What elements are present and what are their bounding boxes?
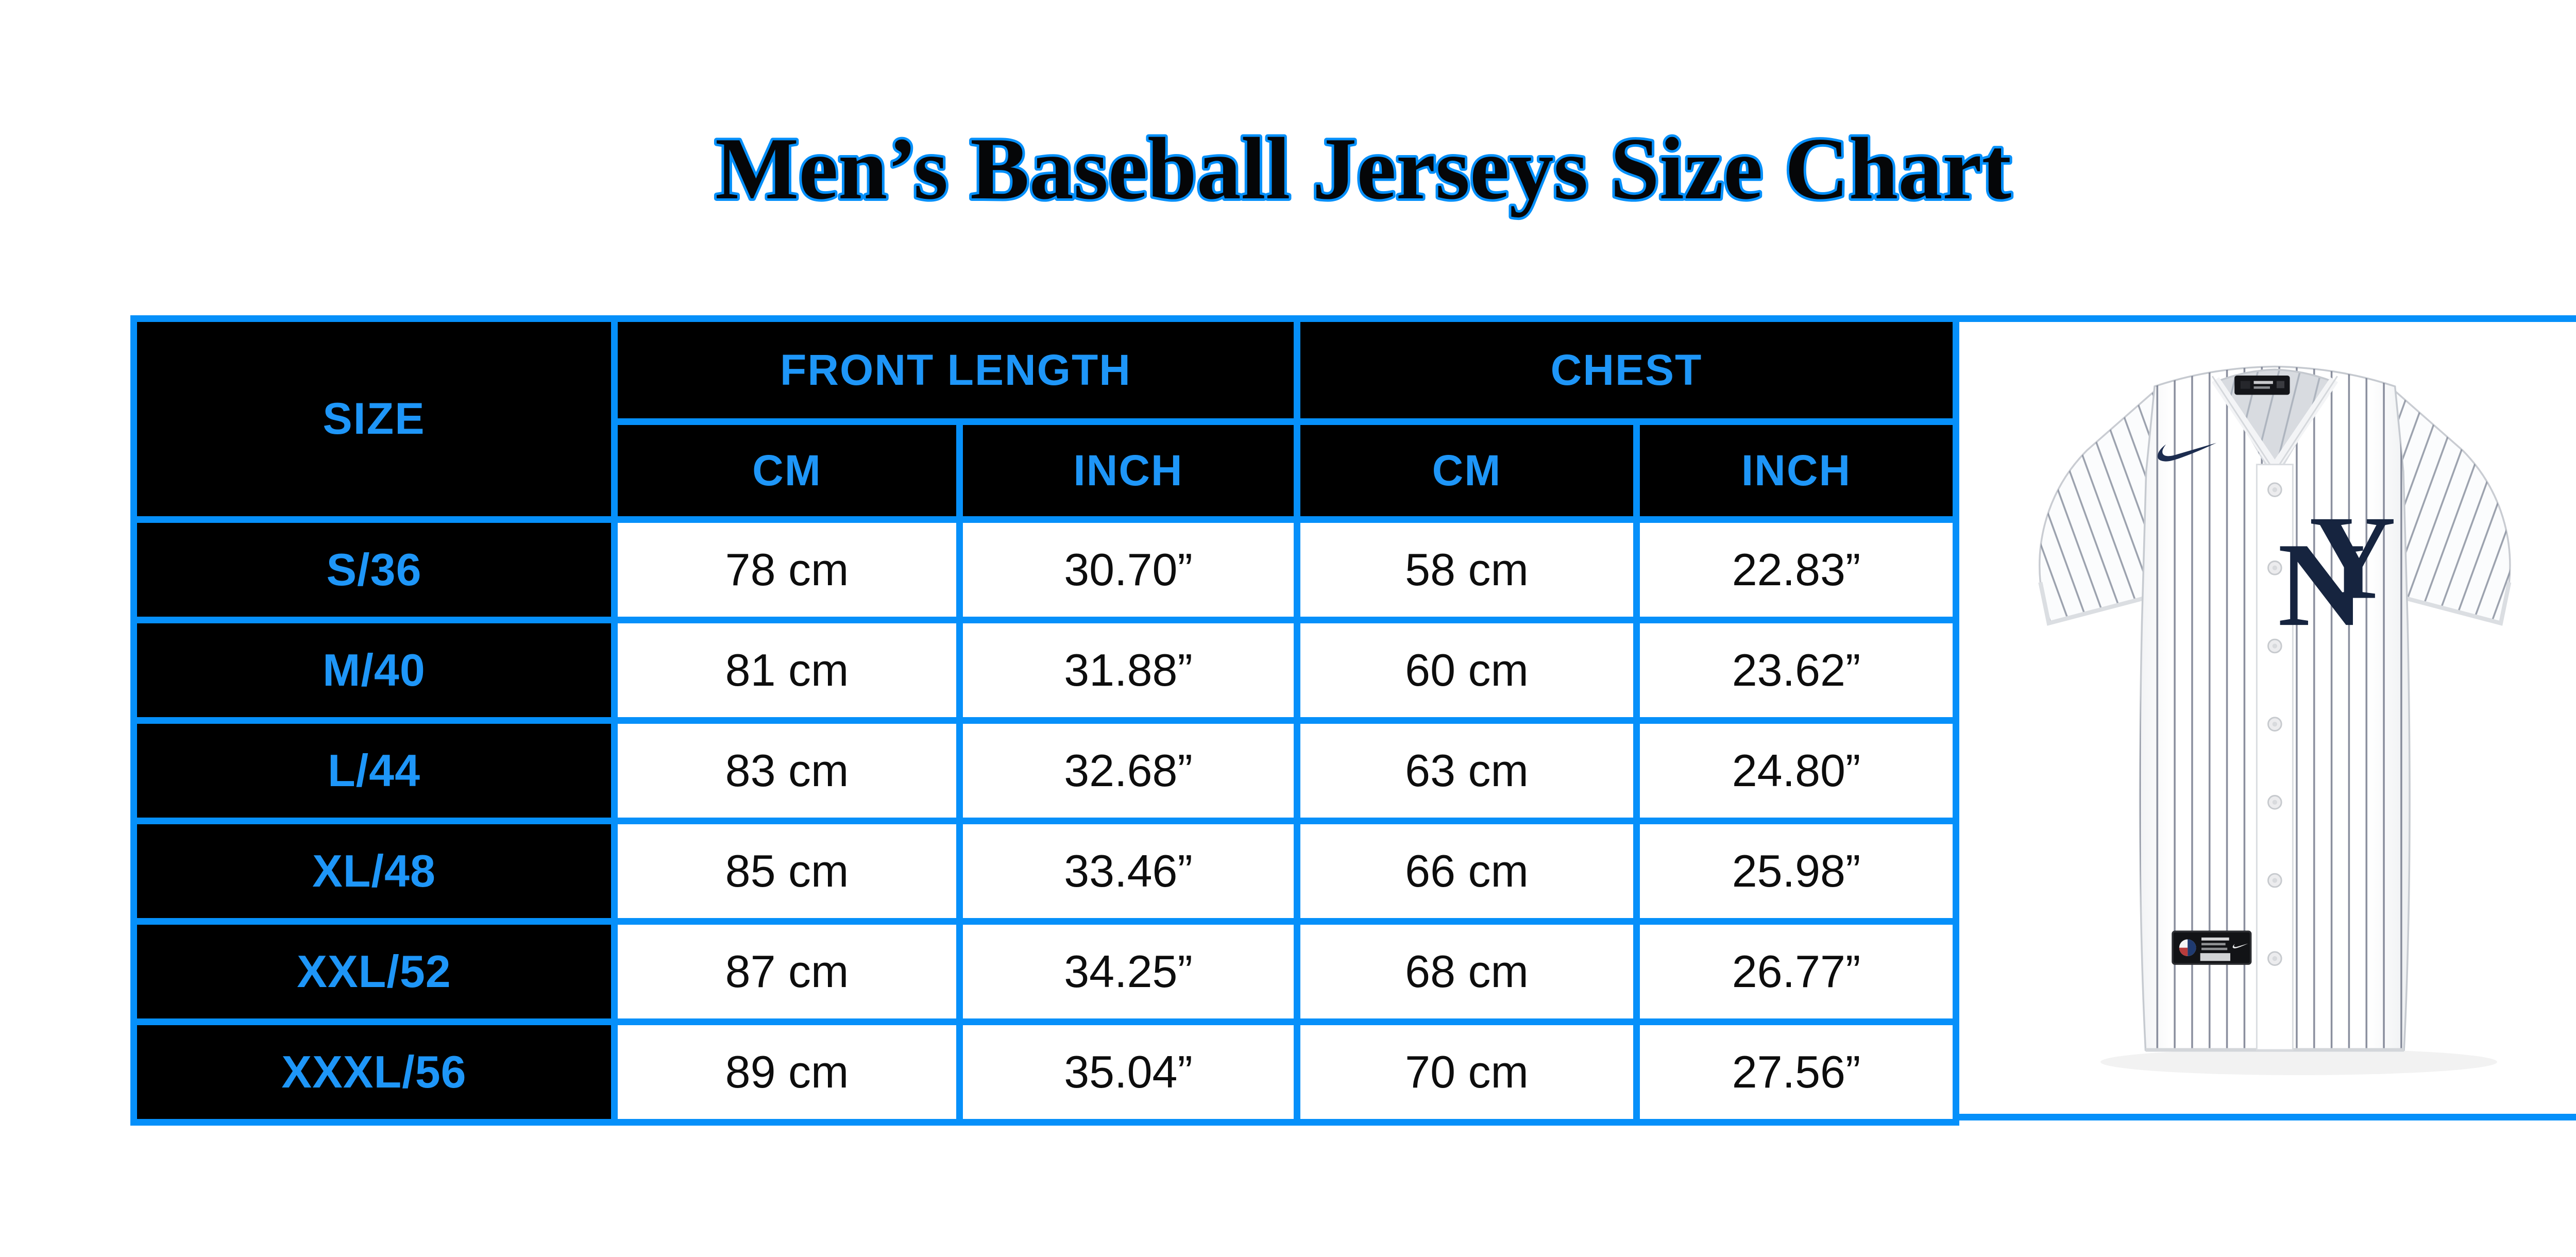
header-row-units: CM INCH CM INCH	[134, 418, 1960, 523]
chest-inch-cell: 24.80”	[1633, 717, 1960, 824]
chest-inch-cell: 25.98”	[1633, 818, 1960, 925]
header-row-groups: SIZE FRONT LENGTH CHEST	[130, 315, 1960, 523]
jock-tag	[2171, 930, 2252, 965]
size-cell: M/40	[130, 617, 618, 724]
chest-inch-cell: 22.83”	[1633, 516, 1960, 623]
chest-inch-cell: 23.62”	[1633, 617, 1960, 724]
chest-cm-cell: 68 cm	[1294, 918, 1640, 1025]
front-cm-cell: 81 cm	[611, 617, 963, 724]
jersey-panel: N Y	[1959, 315, 2576, 1120]
table-row: M/40 81 cm 31.88” 60 cm 23.62”	[130, 617, 1960, 724]
jersey-shadow	[2100, 1048, 2497, 1075]
table-row: XL/48 85 cm 33.46” 66 cm 25.98”	[130, 818, 1960, 925]
front-inch-cell: 35.04”	[956, 1018, 1300, 1126]
front-cm-cell: 89 cm	[611, 1018, 963, 1126]
monogram-n: N	[2278, 518, 2365, 651]
page-title: Men’s Baseball Jerseys Size Chart	[715, 120, 2011, 218]
header-chest-inch: INCH	[1633, 418, 1960, 523]
front-cm-cell: 87 cm	[611, 918, 963, 1025]
size-cell: XXXL/56	[130, 1018, 618, 1126]
left-sleeve	[2038, 387, 2157, 626]
collar-tag	[2234, 375, 2290, 395]
mlb-roundel-icon	[2179, 939, 2196, 956]
header-chest-cm: CM	[1294, 418, 1640, 523]
size-cell: L/44	[130, 717, 618, 824]
placket	[2256, 463, 2294, 1050]
chest-cm-cell: 66 cm	[1294, 818, 1640, 925]
size-chart-board: SIZE FRONT LENGTH CHEST CM INCH CM INCH …	[130, 315, 2576, 1126]
front-inch-cell: 32.68”	[956, 717, 1300, 824]
header-front-inch: INCH	[956, 418, 1300, 523]
header-chest: CHEST	[1293, 315, 1960, 425]
jock-tag-swoosh-icon	[2232, 943, 2248, 948]
front-inch-cell: 30.70”	[956, 516, 1300, 623]
chest-cm-cell: 60 cm	[1294, 617, 1640, 724]
header-front-cm: CM	[611, 418, 963, 523]
header-size: SIZE	[130, 315, 618, 523]
chest-cm-cell: 70 cm	[1294, 1018, 1640, 1126]
right-sleeve	[2393, 387, 2511, 626]
chest-inch-cell: 26.77”	[1633, 918, 1960, 1025]
page-title-graphic: Men’s Baseball Jerseys Size Chart	[713, 117, 2014, 220]
table-row: XXL/52 87 cm 34.25” 68 cm 26.77”	[130, 918, 1960, 1025]
chest-cm-cell: 58 cm	[1294, 516, 1640, 623]
front-cm-cell: 83 cm	[611, 717, 963, 824]
nike-swoosh-icon	[2157, 443, 2216, 462]
chest-inch-cell: 27.56”	[1633, 1018, 1960, 1126]
front-inch-cell: 31.88”	[956, 617, 1300, 724]
yankees-jersey-image: N Y	[2038, 365, 2511, 1075]
front-inch-cell: 34.25”	[956, 918, 1300, 1025]
table-row: XXXL/56 89 cm 35.04” 70 cm 27.56”	[130, 1018, 1960, 1126]
monogram-y: Y	[2309, 491, 2396, 624]
header-front-length: FRONT LENGTH	[611, 315, 1300, 425]
size-chart-table: SIZE FRONT LENGTH CHEST CM INCH CM INCH …	[130, 315, 1960, 1126]
chest-cm-cell: 63 cm	[1294, 717, 1640, 824]
table-row: S/36 78 cm 30.70” 58 cm 22.83”	[130, 516, 1960, 623]
ny-monogram-logo: N Y	[2278, 491, 2396, 651]
size-cell: S/36	[130, 516, 618, 623]
front-cm-cell: 85 cm	[611, 818, 963, 925]
front-cm-cell: 78 cm	[611, 516, 963, 623]
table-row: L/44 83 cm 32.68” 63 cm 24.80”	[130, 717, 1960, 824]
size-cell: XXL/52	[130, 918, 618, 1025]
front-inch-cell: 33.46”	[956, 818, 1300, 925]
size-cell: XL/48	[130, 818, 618, 925]
